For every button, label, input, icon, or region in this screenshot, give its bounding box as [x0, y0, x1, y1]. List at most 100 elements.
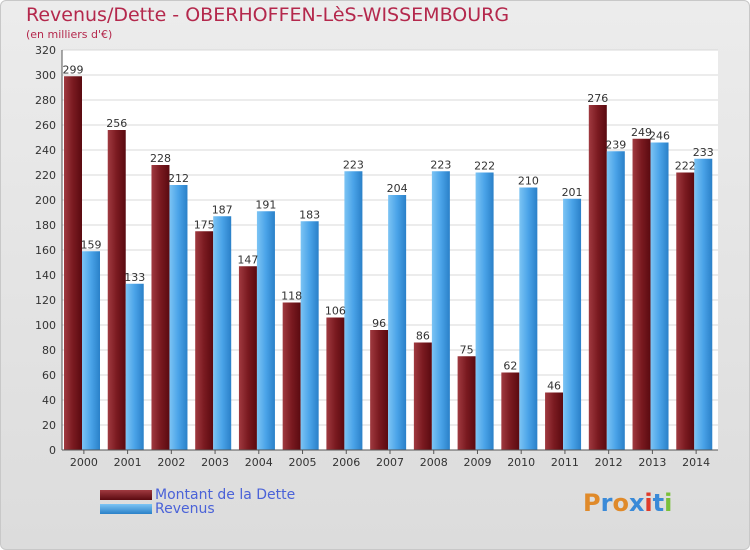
bar-debt: [238, 266, 257, 450]
axes: 0 20 40 60 80 100 120 140 160 180 200 220 240 260 280 3…: [35, 44, 718, 469]
bar-revenus: [344, 171, 363, 450]
y-tick-label: 200: [35, 194, 56, 207]
value-label: 118: [281, 290, 302, 303]
x-tick-label: 2008: [420, 456, 448, 469]
value-label: 256: [106, 117, 127, 130]
bar-debt: [151, 165, 170, 450]
y-tick-label: 220: [35, 169, 56, 182]
value-label: 222: [675, 160, 696, 173]
x-tick-label: 2005: [289, 456, 317, 469]
x-tick-label: 2003: [201, 456, 229, 469]
bar-debt: [676, 172, 695, 450]
value-label: 62: [503, 360, 517, 373]
bars: [64, 76, 713, 450]
value-label: 233: [693, 146, 714, 159]
value-label: 212: [168, 172, 189, 185]
value-label: 223: [430, 158, 451, 171]
bar-revenus: [694, 158, 713, 450]
bar-revenus: [650, 142, 669, 450]
legend-item-debt: Montant de la Dette: [100, 487, 295, 503]
bar-revenus: [300, 221, 319, 450]
bar-revenus: [606, 151, 625, 450]
legend-swatch-revenus: [100, 504, 152, 514]
bar-revenus: [213, 216, 232, 450]
x-tick-label: 2012: [595, 456, 623, 469]
value-label: 175: [194, 218, 215, 231]
value-label: 276: [587, 92, 608, 105]
x-tick-label: 2002: [157, 456, 185, 469]
value-label: 191: [255, 198, 276, 211]
value-label: 133: [124, 271, 145, 284]
x-tick-label: 2001: [114, 456, 142, 469]
y-tick-label: 80: [42, 344, 56, 357]
value-label: 96: [372, 317, 386, 330]
value-label: 239: [605, 138, 626, 151]
legend-label-debt: Montant de la Dette: [155, 487, 296, 503]
bar-revenus: [82, 251, 100, 450]
value-label: 246: [649, 130, 670, 143]
y-tick-label: 0: [49, 444, 56, 457]
y-tick-label: 120: [35, 294, 56, 307]
y-tick-label: 60: [42, 369, 56, 382]
value-label: 159: [81, 238, 102, 251]
value-label: 46: [547, 380, 561, 393]
value-label: 228: [150, 152, 171, 165]
legend-label-revenus: Revenus: [155, 501, 215, 517]
bar-revenus: [388, 195, 407, 450]
y-tick-label: 140: [35, 269, 56, 282]
x-tick-label: 2013: [638, 456, 666, 469]
logo-letter: i: [664, 489, 673, 517]
value-label: 201: [562, 186, 583, 199]
bar-debt: [326, 317, 345, 450]
logo-letter: P: [583, 489, 601, 517]
y-tick-label: 100: [35, 319, 56, 332]
value-label: 249: [631, 126, 652, 139]
y-tick-label: 260: [35, 119, 56, 132]
bar-debt: [588, 105, 607, 450]
bar-debt: [370, 330, 389, 450]
chart-title: Revenus/Dette - OBERHOFFEN-LèS-WISSEMBOU…: [26, 4, 510, 26]
x-tick-label: 2011: [551, 456, 579, 469]
value-label: 187: [212, 203, 233, 216]
value-label: 106: [325, 305, 346, 318]
logo-letter: r: [600, 489, 613, 517]
value-label: 147: [237, 253, 258, 266]
bar-revenus: [563, 198, 582, 450]
x-tick-label: 2006: [332, 456, 360, 469]
bar-debt: [107, 130, 126, 450]
x-tick-label: 2010: [507, 456, 535, 469]
bar-revenus: [125, 283, 144, 450]
chart-subtitle: (en milliers d'€): [26, 28, 113, 41]
bar-debt: [282, 302, 301, 450]
bar-debt: [64, 76, 82, 450]
x-tick-label: 2014: [682, 456, 710, 469]
y-tick-label: 180: [35, 219, 56, 232]
y-tick-label: 300: [35, 69, 56, 82]
value-label: 223: [343, 158, 364, 171]
bar-debt: [457, 356, 476, 450]
bar-revenus: [431, 171, 450, 450]
logo-letter: o: [612, 489, 629, 517]
x-tick-label: 2000: [70, 456, 98, 469]
value-label: 183: [299, 208, 320, 221]
y-tick-label: 280: [35, 94, 56, 107]
legend-item-revenus: Revenus: [100, 501, 215, 517]
value-label: 86: [416, 330, 430, 343]
y-tick-label: 20: [42, 419, 56, 432]
bar-debt: [545, 392, 564, 450]
bar-debt: [501, 372, 520, 450]
logo-letter: i: [644, 489, 653, 517]
x-tick-label: 2009: [463, 456, 491, 469]
y-tick-label: 160: [35, 244, 56, 257]
bar-debt: [195, 231, 214, 450]
y-tick-label: 240: [35, 144, 56, 157]
y-tick-label: 320: [35, 44, 56, 57]
bar-debt: [413, 342, 432, 450]
y-tick-label: 40: [42, 394, 56, 407]
bar-revenus: [256, 211, 275, 450]
legend-swatch-debt: [100, 490, 152, 500]
x-tick-label: 2004: [245, 456, 273, 469]
value-label: 204: [387, 182, 408, 195]
logo-letter: x: [628, 489, 645, 517]
value-label: 299: [63, 63, 84, 76]
